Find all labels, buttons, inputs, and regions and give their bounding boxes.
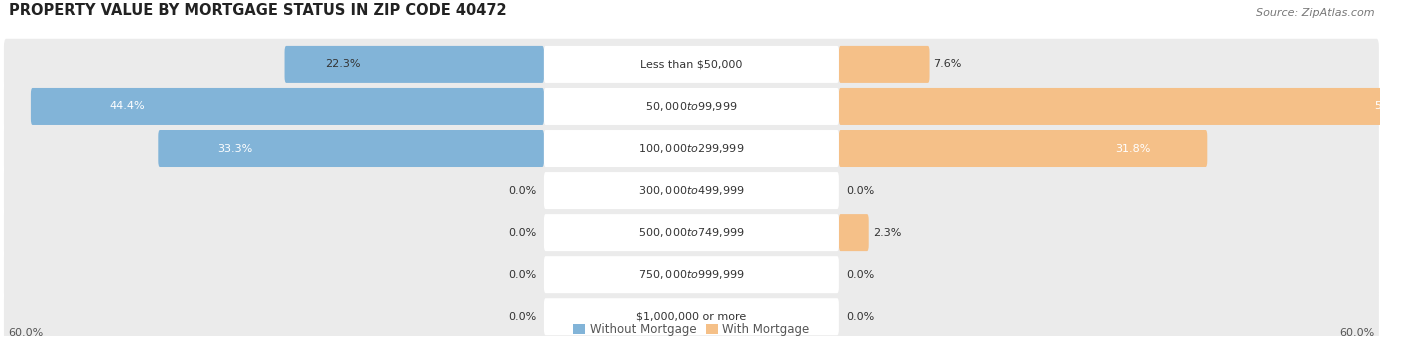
Text: 60.0%: 60.0% [1339, 328, 1374, 338]
Text: 60.0%: 60.0% [8, 328, 44, 338]
FancyBboxPatch shape [4, 291, 1379, 341]
Text: 7.6%: 7.6% [934, 59, 962, 70]
FancyBboxPatch shape [544, 256, 839, 293]
FancyBboxPatch shape [544, 298, 839, 335]
Text: PROPERTY VALUE BY MORTGAGE STATUS IN ZIP CODE 40472: PROPERTY VALUE BY MORTGAGE STATUS IN ZIP… [8, 3, 506, 18]
FancyBboxPatch shape [4, 123, 1379, 174]
Text: $100,000 to $299,999: $100,000 to $299,999 [638, 142, 745, 155]
Text: $300,000 to $499,999: $300,000 to $499,999 [638, 184, 745, 197]
FancyBboxPatch shape [4, 249, 1379, 300]
Text: $50,000 to $99,999: $50,000 to $99,999 [645, 100, 738, 113]
FancyBboxPatch shape [839, 88, 1406, 125]
Text: 0.0%: 0.0% [846, 312, 875, 322]
Text: 0.0%: 0.0% [846, 270, 875, 280]
FancyBboxPatch shape [544, 88, 839, 125]
Text: 0.0%: 0.0% [508, 270, 537, 280]
FancyBboxPatch shape [284, 46, 544, 83]
Text: $1,000,000 or more: $1,000,000 or more [637, 312, 747, 322]
FancyBboxPatch shape [544, 130, 839, 167]
FancyBboxPatch shape [839, 46, 929, 83]
Text: 22.3%: 22.3% [325, 59, 360, 70]
Text: 31.8%: 31.8% [1115, 144, 1152, 153]
Legend: Without Mortgage, With Mortgage: Without Mortgage, With Mortgage [574, 323, 810, 336]
FancyBboxPatch shape [4, 39, 1379, 90]
FancyBboxPatch shape [544, 172, 839, 209]
FancyBboxPatch shape [839, 214, 869, 251]
Text: 0.0%: 0.0% [508, 186, 537, 195]
FancyBboxPatch shape [4, 165, 1379, 216]
Text: 0.0%: 0.0% [508, 312, 537, 322]
Text: $750,000 to $999,999: $750,000 to $999,999 [638, 268, 745, 281]
Text: Source: ZipAtlas.com: Source: ZipAtlas.com [1256, 8, 1374, 18]
Text: 0.0%: 0.0% [508, 227, 537, 238]
FancyBboxPatch shape [159, 130, 544, 167]
Text: Less than $50,000: Less than $50,000 [640, 59, 742, 70]
FancyBboxPatch shape [544, 214, 839, 251]
FancyBboxPatch shape [31, 88, 544, 125]
FancyBboxPatch shape [4, 207, 1379, 258]
Text: $500,000 to $749,999: $500,000 to $749,999 [638, 226, 745, 239]
Text: 0.0%: 0.0% [846, 186, 875, 195]
FancyBboxPatch shape [4, 81, 1379, 132]
Text: 2.3%: 2.3% [873, 227, 901, 238]
FancyBboxPatch shape [839, 130, 1208, 167]
Text: 58.3%: 58.3% [1374, 102, 1406, 112]
FancyBboxPatch shape [544, 46, 839, 83]
Text: 33.3%: 33.3% [218, 144, 253, 153]
Text: 44.4%: 44.4% [110, 102, 145, 112]
